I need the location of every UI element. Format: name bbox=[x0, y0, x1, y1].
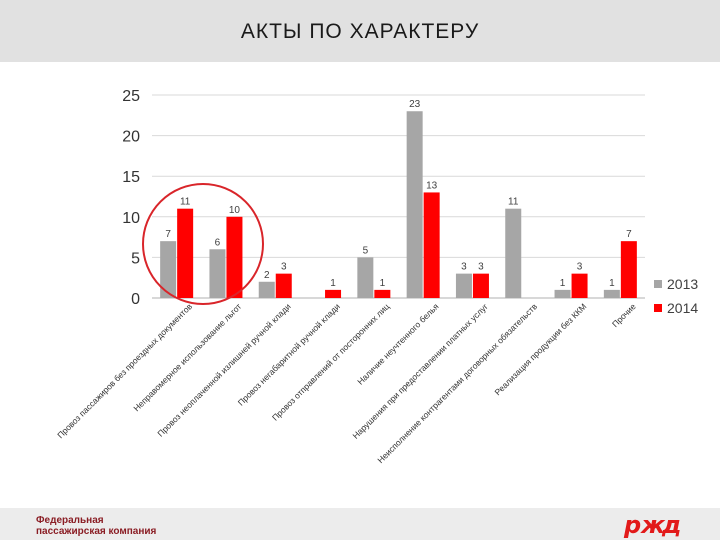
footer-bar: Федеральная пассажирская компания рж д bbox=[0, 508, 720, 540]
legend: 2013 2014 bbox=[654, 276, 698, 316]
bar-2013-2 bbox=[258, 281, 275, 298]
bar-2013-8 bbox=[554, 289, 571, 298]
legend-swatch-2013 bbox=[654, 280, 662, 288]
bar-2014-1 bbox=[226, 216, 243, 298]
bar-2014-5 bbox=[423, 192, 440, 298]
bar-2013-6 bbox=[455, 273, 472, 298]
data-label-2013-6: 3 bbox=[461, 262, 467, 273]
bar-2013-0 bbox=[160, 241, 177, 298]
category-label: Провоз негабаритной ручной клади bbox=[236, 301, 342, 407]
data-label-2014-5: 13 bbox=[426, 180, 438, 191]
bar-2014-2 bbox=[275, 273, 292, 298]
data-label-2013-1: 6 bbox=[215, 237, 221, 248]
data-label-2013-4: 5 bbox=[363, 245, 369, 256]
y-tick-label: 25 bbox=[122, 88, 140, 105]
bar-2013-9 bbox=[603, 289, 620, 298]
category-label: Наличие неучтенного белья bbox=[355, 301, 441, 387]
bar-2013-1 bbox=[209, 249, 226, 298]
header-bar: АКТЫ ПО ХАРАКТЕРУ bbox=[0, 0, 720, 62]
bar-2014-6 bbox=[472, 273, 489, 298]
data-label-2014-8: 3 bbox=[577, 262, 583, 273]
bar-2014-0 bbox=[177, 208, 194, 298]
svg-text:рж: рж bbox=[623, 511, 666, 538]
category-label: Неправомерное использование льгот bbox=[131, 301, 243, 413]
data-label-2014-1: 10 bbox=[229, 205, 241, 216]
category-label: Прочие bbox=[610, 301, 638, 329]
category-label: Реализация продукции без ККМ bbox=[492, 301, 588, 397]
highlight-circle bbox=[142, 183, 264, 305]
data-label-2014-3: 1 bbox=[330, 278, 336, 289]
rzd-logo-icon: рж д bbox=[623, 511, 681, 538]
category-labels: Провоз пассажиров без проездных документ… bbox=[55, 301, 638, 465]
data-label-2013-9: 1 bbox=[609, 278, 615, 289]
y-tick-label: 0 bbox=[131, 291, 140, 308]
highlight-annotation bbox=[142, 183, 264, 305]
data-label-2013-5: 23 bbox=[409, 99, 421, 110]
data-label-2013-0: 7 bbox=[165, 229, 171, 240]
bar-2014-8 bbox=[571, 273, 588, 298]
data-label-2014-0: 11 bbox=[180, 197, 191, 208]
gridlines bbox=[152, 94, 645, 299]
y-tick-label: 20 bbox=[122, 129, 140, 146]
data-label-2013-8: 1 bbox=[560, 278, 566, 289]
data-label-2013-7: 11 bbox=[508, 197, 519, 208]
bar-2014-3 bbox=[325, 289, 342, 298]
y-tick-label: 15 bbox=[122, 169, 140, 186]
company-name: Федеральная пассажирская компания bbox=[36, 515, 156, 537]
bars bbox=[160, 111, 637, 299]
bar-2014-9 bbox=[620, 241, 637, 298]
legend-label-2013: 2013 bbox=[667, 276, 698, 292]
y-tick-label: 10 bbox=[122, 210, 140, 227]
data-label-2013-2: 2 bbox=[264, 270, 270, 281]
data-label-2014-4: 1 bbox=[380, 278, 386, 289]
bar-2013-7 bbox=[505, 208, 522, 298]
data-label-2014-2: 3 bbox=[281, 262, 287, 273]
data-label-2014-6: 3 bbox=[478, 262, 484, 273]
bar-2013-4 bbox=[357, 257, 374, 298]
data-label-2014-9: 7 bbox=[626, 229, 632, 240]
legend-label-2014: 2014 bbox=[667, 300, 698, 316]
company-name-line1: Федеральная bbox=[36, 515, 104, 526]
company-name-line2: пассажирская компания bbox=[36, 526, 157, 537]
legend-swatch-2014 bbox=[654, 304, 662, 312]
y-tick-label: 5 bbox=[131, 250, 140, 267]
slide-title: АКТЫ ПО ХАРАКТЕРУ bbox=[240, 20, 480, 43]
y-axis-ticks: 0 5 10 15 20 25 bbox=[122, 88, 140, 308]
svg-text:д: д bbox=[661, 511, 681, 538]
bar-2013-5 bbox=[406, 111, 423, 299]
bar-2014-4 bbox=[374, 289, 391, 298]
